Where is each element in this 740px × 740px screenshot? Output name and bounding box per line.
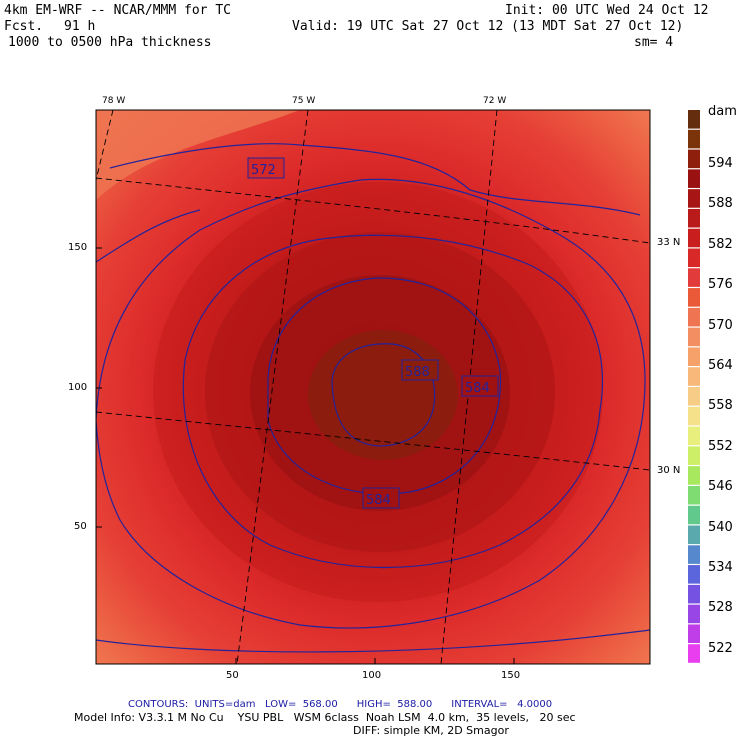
contour-label-box	[401, 359, 439, 381]
colorbar-swatch	[688, 327, 700, 347]
colorbar-swatch	[688, 307, 700, 327]
colorbar-level-label: 552	[708, 438, 733, 454]
colorbar-swatch	[688, 406, 700, 426]
y-tick-50: 50	[74, 521, 87, 532]
x-tick-100: 100	[362, 670, 382, 681]
plot-frame	[95, 109, 651, 665]
contour-label-572: 572	[251, 163, 276, 178]
contour-label-588: 588	[405, 365, 430, 380]
colorbar-swatch	[688, 367, 700, 386]
colorbar-swatch	[688, 426, 700, 446]
colorbar-swatch	[688, 228, 700, 248]
colorbar-swatch	[688, 584, 700, 604]
colorbar-swatch	[688, 485, 700, 505]
contour-label-584: 584	[465, 381, 490, 396]
colorbar-swatch	[688, 288, 700, 307]
model-info: Model Info: V3.3.1 M No Cu YSU PBL WSM 6…	[74, 711, 576, 724]
low-thickness-corner	[96, 110, 300, 200]
colorbar-swatch	[688, 268, 700, 287]
field-name: 1000 to 0500 hPa thickness	[8, 35, 212, 50]
diff-info: DIFF: simple KM, 2D Smagor	[353, 724, 509, 737]
smoothing-label: sm= 4	[634, 35, 674, 50]
lon-72-line	[440, 110, 498, 664]
colorbar-level-label: 582	[708, 236, 733, 252]
colorbar-swatch	[688, 466, 700, 485]
valid-time: Valid: 19 UTC Sat 27 Oct 12 (13 MDT Sat …	[292, 19, 684, 34]
y-tick-150: 150	[68, 242, 88, 253]
contour-label-box	[461, 375, 499, 397]
colorbar-level-label: 570	[708, 317, 733, 333]
colorbar-level-label: 540	[708, 519, 733, 535]
model-title: 4km EM-WRF -- NCAR/MMM for TC	[4, 3, 231, 18]
contour-576-line	[96, 178, 650, 653]
colorbar-swatch	[688, 129, 700, 149]
contour-572-line	[96, 143, 641, 263]
contour-label-box	[362, 487, 400, 509]
colorbar-swatch	[688, 525, 700, 545]
lat-33-line	[96, 177, 650, 244]
contour-info: CONTOURS: UNITS=dam LOW= 568.00 HIGH= 58…	[128, 699, 553, 710]
band-588	[308, 330, 458, 460]
lon-75-line	[236, 110, 309, 664]
colorbar-swatch	[688, 387, 700, 406]
colorbar-swatch	[688, 545, 700, 564]
colorbar-units: dam	[708, 104, 737, 119]
lat-30-line	[96, 411, 650, 471]
colorbar-level-label: 576	[708, 277, 733, 293]
colorbar-swatch	[688, 644, 700, 663]
forecast-label: Fcst.	[4, 19, 44, 34]
colorbar-swatch	[688, 624, 700, 644]
lat-label-33n: 33 N	[657, 237, 681, 248]
colorbar-swatch	[688, 189, 700, 208]
colorbar	[688, 110, 700, 663]
colorbar-level-label: 558	[708, 398, 733, 414]
axis-ticks	[96, 247, 515, 664]
init-time: Init: 00 UTC Wed 24 Oct 12	[505, 3, 709, 18]
contour-label-box	[247, 157, 285, 179]
y-tick-100: 100	[68, 382, 88, 393]
colorbar-level-label: 546	[708, 479, 733, 495]
colorbar-level-label: 594	[708, 156, 733, 171]
lat-label-30n: 30 N	[657, 465, 681, 476]
colorbar-swatch	[688, 347, 700, 367]
lon-label-72w: 72 W	[483, 96, 507, 106]
colorbar-swatch	[688, 110, 700, 129]
x-tick-150: 150	[501, 670, 521, 681]
contour-580-line	[182, 234, 604, 569]
colorbar-swatch	[688, 169, 700, 188]
graticule	[96, 110, 650, 664]
colorbar-swatch	[688, 604, 700, 624]
colorbar-swatch	[688, 446, 700, 465]
colorbar-level-label: 534	[708, 560, 733, 575]
forecast-hour: 91 h	[64, 19, 96, 34]
contour-584-line	[267, 277, 502, 495]
colorbar-swatch	[688, 208, 700, 228]
lon-label-78w: 78 W	[102, 96, 126, 106]
x-tick-50: 50	[226, 670, 239, 681]
contour-label-584-south: 584	[366, 493, 391, 508]
colorbar-swatch	[688, 149, 700, 169]
colorbar-level-label: 522	[708, 640, 733, 656]
colorbar-level-label: 564	[708, 358, 733, 373]
colorbar-swatch	[688, 505, 700, 525]
colorbar-swatch	[688, 248, 700, 268]
lon-78-line	[96, 110, 114, 181]
colorbar-level-label: 528	[708, 600, 733, 616]
colorbar-swatch	[688, 565, 700, 584]
colorbar-level-label: 588	[708, 196, 733, 212]
contour-588-line	[331, 343, 436, 447]
lon-label-75w: 75 W	[292, 96, 316, 106]
